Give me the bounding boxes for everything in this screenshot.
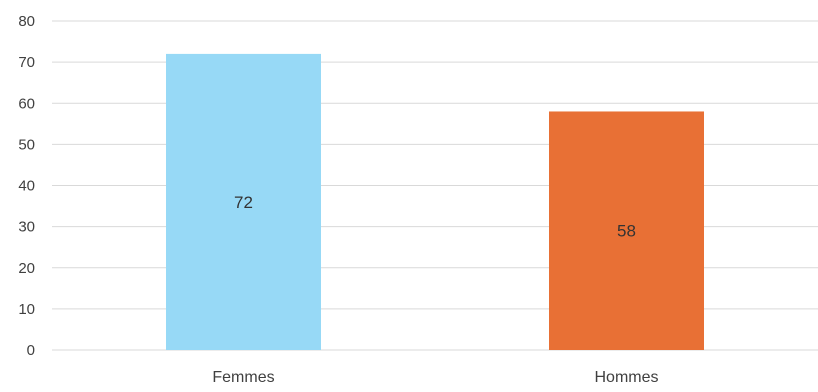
y-tick-label: 40 — [18, 178, 35, 195]
bar-femmes — [166, 53, 321, 351]
y-tick-label: 0 — [27, 342, 35, 359]
data-label-femmes: 72 — [234, 193, 253, 212]
data-labels: 72 58 — [234, 193, 636, 241]
x-axis-categories: Femmes Hommes — [212, 369, 658, 386]
y-tick-label: 70 — [18, 54, 35, 71]
y-tick-label: 50 — [18, 136, 35, 153]
y-tick-label: 80 — [18, 13, 35, 30]
bar-hommes — [549, 111, 704, 350]
y-tick-label: 30 — [18, 219, 35, 236]
y-tick-label: 10 — [18, 301, 35, 318]
x-category-label: Femmes — [212, 369, 274, 386]
y-tick-label: 60 — [18, 95, 35, 112]
y-axis-ticks: 0 10 20 30 40 50 60 70 80 — [18, 13, 35, 359]
x-category-label: Hommes — [594, 369, 658, 386]
data-label-hommes: 58 — [617, 222, 636, 241]
y-tick-label: 20 — [18, 260, 35, 277]
bars — [166, 53, 704, 351]
